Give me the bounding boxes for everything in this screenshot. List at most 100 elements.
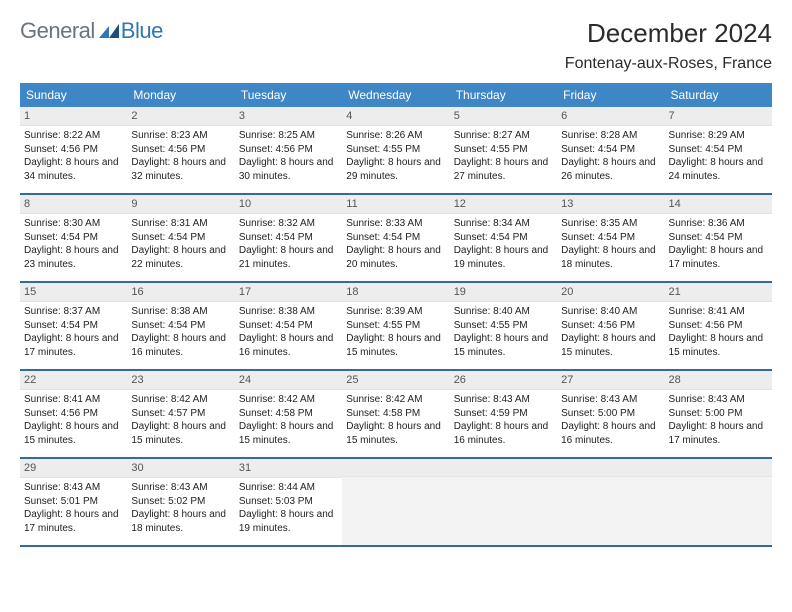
sunrise-label: Sunrise: xyxy=(131,218,168,229)
sunrise-value: 8:30 AM xyxy=(63,218,100,229)
dow-thursday: Thursday xyxy=(450,83,557,107)
sunset-label: Sunset: xyxy=(239,408,273,419)
sunset-value: 4:54 PM xyxy=(276,320,313,331)
sunset-label: Sunset: xyxy=(239,232,273,243)
sunset-label: Sunset: xyxy=(131,232,165,243)
sunset-label: Sunset: xyxy=(454,408,488,419)
day-details: Sunrise: 8:31 AMSunset: 4:54 PMDaylight:… xyxy=(127,214,234,277)
sunrise-label: Sunrise: xyxy=(24,394,61,405)
daylight-label: Daylight: xyxy=(24,421,63,432)
empty-body xyxy=(342,477,449,545)
daylight-label: Daylight: xyxy=(669,157,708,168)
daylight-label: Daylight: xyxy=(131,333,170,344)
sunrise-value: 8:40 AM xyxy=(493,306,530,317)
day-number: 7 xyxy=(665,107,772,126)
daylight-label: Daylight: xyxy=(24,157,63,168)
calendar-cell: 18Sunrise: 8:39 AMSunset: 4:55 PMDayligh… xyxy=(342,283,449,369)
daylight-label: Daylight: xyxy=(239,245,278,256)
sunrise-value: 8:43 AM xyxy=(171,482,208,493)
sunset-value: 4:55 PM xyxy=(383,320,420,331)
sunset-label: Sunset: xyxy=(346,320,380,331)
calendar-week: 29Sunrise: 8:43 AMSunset: 5:01 PMDayligh… xyxy=(20,459,772,547)
sunrise-value: 8:34 AM xyxy=(493,218,530,229)
sunrise-label: Sunrise: xyxy=(669,218,706,229)
calendar-cell: 7Sunrise: 8:29 AMSunset: 4:54 PMDaylight… xyxy=(665,107,772,193)
calendar-cell: 8Sunrise: 8:30 AMSunset: 4:54 PMDaylight… xyxy=(20,195,127,281)
daylight-label: Daylight: xyxy=(239,421,278,432)
sunset-label: Sunset: xyxy=(454,232,488,243)
sunset-value: 4:54 PM xyxy=(598,232,635,243)
sunrise-label: Sunrise: xyxy=(239,482,276,493)
sunrise-value: 8:42 AM xyxy=(278,394,315,405)
day-number: 19 xyxy=(450,283,557,302)
calendar-cell: 1Sunrise: 8:22 AMSunset: 4:56 PMDaylight… xyxy=(20,107,127,193)
sunset-value: 4:55 PM xyxy=(490,144,527,155)
sunset-value: 4:54 PM xyxy=(168,232,205,243)
sunrise-label: Sunrise: xyxy=(561,218,598,229)
sunset-value: 5:00 PM xyxy=(598,408,635,419)
sunrise-label: Sunrise: xyxy=(24,482,61,493)
sunset-label: Sunset: xyxy=(131,496,165,507)
day-details: Sunrise: 8:42 AMSunset: 4:57 PMDaylight:… xyxy=(127,390,234,453)
day-details: Sunrise: 8:38 AMSunset: 4:54 PMDaylight:… xyxy=(235,302,342,365)
sunset-label: Sunset: xyxy=(24,232,58,243)
calendar-weeks: 1Sunrise: 8:22 AMSunset: 4:56 PMDaylight… xyxy=(20,107,772,547)
sunset-value: 4:54 PM xyxy=(705,144,742,155)
daylight-label: Daylight: xyxy=(346,245,385,256)
empty-numbar xyxy=(450,459,557,477)
sunset-label: Sunset: xyxy=(669,232,703,243)
day-details: Sunrise: 8:27 AMSunset: 4:55 PMDaylight:… xyxy=(450,126,557,189)
day-number: 15 xyxy=(20,283,127,302)
sunset-value: 4:54 PM xyxy=(61,320,98,331)
sunrise-label: Sunrise: xyxy=(561,394,598,405)
daylight-label: Daylight: xyxy=(669,245,708,256)
daylight-label: Daylight: xyxy=(24,333,63,344)
day-details: Sunrise: 8:43 AMSunset: 5:00 PMDaylight:… xyxy=(557,390,664,453)
sunrise-label: Sunrise: xyxy=(131,306,168,317)
title-block: December 2024 Fontenay-aux-Roses, France xyxy=(565,18,772,73)
sunset-label: Sunset: xyxy=(131,144,165,155)
sunset-value: 4:57 PM xyxy=(168,408,205,419)
calendar-cell: 14Sunrise: 8:36 AMSunset: 4:54 PMDayligh… xyxy=(665,195,772,281)
sunrise-value: 8:40 AM xyxy=(601,306,638,317)
daylight-label: Daylight: xyxy=(239,509,278,520)
calendar-cell: 3Sunrise: 8:25 AMSunset: 4:56 PMDaylight… xyxy=(235,107,342,193)
sunset-label: Sunset: xyxy=(24,496,58,507)
day-number: 17 xyxy=(235,283,342,302)
day-number: 31 xyxy=(235,459,342,478)
brand-mark-icon xyxy=(99,24,119,38)
day-details: Sunrise: 8:29 AMSunset: 4:54 PMDaylight:… xyxy=(665,126,772,189)
calendar: SundayMondayTuesdayWednesdayThursdayFrid… xyxy=(20,83,772,547)
calendar-cell: 25Sunrise: 8:42 AMSunset: 4:58 PMDayligh… xyxy=(342,371,449,457)
sunrise-value: 8:42 AM xyxy=(386,394,423,405)
day-number: 27 xyxy=(557,371,664,390)
day-details: Sunrise: 8:32 AMSunset: 4:54 PMDaylight:… xyxy=(235,214,342,277)
sunset-value: 4:56 PM xyxy=(598,320,635,331)
sunrise-value: 8:43 AM xyxy=(493,394,530,405)
sunset-value: 4:56 PM xyxy=(61,408,98,419)
sunrise-value: 8:43 AM xyxy=(63,482,100,493)
day-number: 20 xyxy=(557,283,664,302)
sunrise-label: Sunrise: xyxy=(346,306,383,317)
sunset-value: 4:54 PM xyxy=(168,320,205,331)
daylight-label: Daylight: xyxy=(24,509,63,520)
brand-text-blue: Blue xyxy=(121,18,163,44)
day-number: 10 xyxy=(235,195,342,214)
calendar-cell: 11Sunrise: 8:33 AMSunset: 4:54 PMDayligh… xyxy=(342,195,449,281)
sunset-label: Sunset: xyxy=(346,408,380,419)
daylight-label: Daylight: xyxy=(131,509,170,520)
daylight-label: Daylight: xyxy=(454,157,493,168)
calendar-cell: 19Sunrise: 8:40 AMSunset: 4:55 PMDayligh… xyxy=(450,283,557,369)
daylight-label: Daylight: xyxy=(454,421,493,432)
day-number: 6 xyxy=(557,107,664,126)
day-number: 13 xyxy=(557,195,664,214)
day-details: Sunrise: 8:22 AMSunset: 4:56 PMDaylight:… xyxy=(20,126,127,189)
calendar-cell: 6Sunrise: 8:28 AMSunset: 4:54 PMDaylight… xyxy=(557,107,664,193)
location-text: Fontenay-aux-Roses, France xyxy=(565,55,772,73)
day-details: Sunrise: 8:30 AMSunset: 4:54 PMDaylight:… xyxy=(20,214,127,277)
calendar-cell: 26Sunrise: 8:43 AMSunset: 4:59 PMDayligh… xyxy=(450,371,557,457)
day-details: Sunrise: 8:43 AMSunset: 5:00 PMDaylight:… xyxy=(665,390,772,453)
calendar-cell: 16Sunrise: 8:38 AMSunset: 4:54 PMDayligh… xyxy=(127,283,234,369)
sunrise-value: 8:36 AM xyxy=(708,218,745,229)
sunset-label: Sunset: xyxy=(669,320,703,331)
